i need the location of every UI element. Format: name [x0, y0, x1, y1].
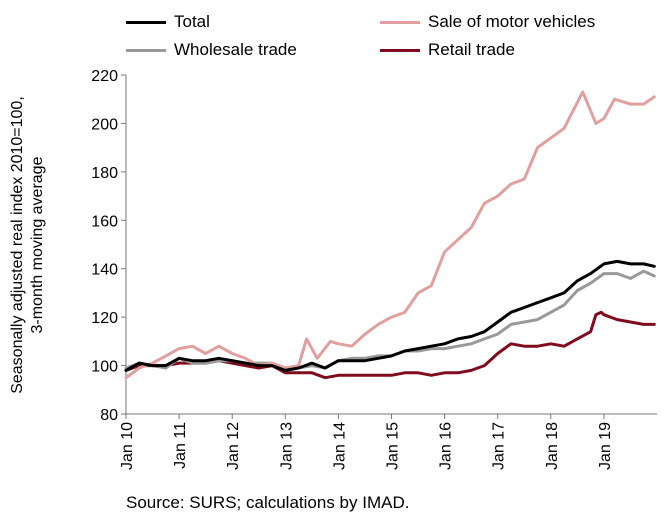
legend-label-retail: Retail trade: [428, 40, 515, 59]
x-tick-label: Jan 10: [119, 422, 136, 470]
legend-item-motor-vehicles: Sale of motor vehicles: [380, 12, 595, 32]
x-tick-label: Jan 14: [331, 422, 348, 470]
x-tick-label: Jan 11: [172, 422, 189, 469]
y-tick-label: 220: [91, 68, 118, 85]
y-axis-label: Seasonally adjusted real index 2010=100,…: [9, 96, 46, 394]
x-tick-label: Jan 18: [544, 422, 561, 470]
legend-swatch-motor-vehicles: [380, 20, 420, 24]
series-layer: [124, 90, 656, 380]
series-line-total: [124, 259, 656, 372]
legend-item-retail: Retail trade: [380, 40, 515, 60]
legend-label-wholesale: Wholesale trade: [174, 40, 297, 59]
series-line-retail-trade: [124, 310, 656, 380]
y-tick-label: 120: [91, 310, 118, 327]
legend-label-total: Total: [174, 12, 210, 31]
legend-swatch-retail: [380, 48, 420, 52]
x-tick-label: Jan 13: [278, 422, 295, 470]
y-tick-label: 200: [91, 116, 118, 133]
y-tick-label: 80: [100, 407, 118, 424]
x-tick-label: Jan 12: [225, 422, 242, 470]
source-note: Source: SURS; calculations by IMAD.: [126, 493, 410, 512]
legend-item-total: Total: [126, 12, 210, 32]
legend-label-motor-vehicles: Sale of motor vehicles: [428, 12, 596, 31]
x-tick-label: Jan 15: [385, 422, 402, 470]
axes: 80 100 120 140 160 180 200 220 Jan 10 Jan 11 Jan 1…: [91, 68, 657, 470]
legend-item-wholesale: Wholesale trade: [126, 40, 297, 60]
y-tick-label: 140: [91, 262, 118, 279]
legend-swatch-wholesale: [126, 48, 166, 52]
x-tick-label: Jan 16: [438, 422, 455, 470]
y-tick-label: 100: [91, 359, 118, 376]
series-line-sale-of-motor-vehicles: [124, 90, 656, 380]
y-tick-label: 160: [91, 213, 118, 230]
x-tick-label: Jan 19: [597, 422, 614, 470]
legend-swatch-total: [126, 20, 166, 24]
x-tick-label: Jan 17: [491, 422, 508, 470]
y-tick-label: 180: [91, 165, 118, 182]
